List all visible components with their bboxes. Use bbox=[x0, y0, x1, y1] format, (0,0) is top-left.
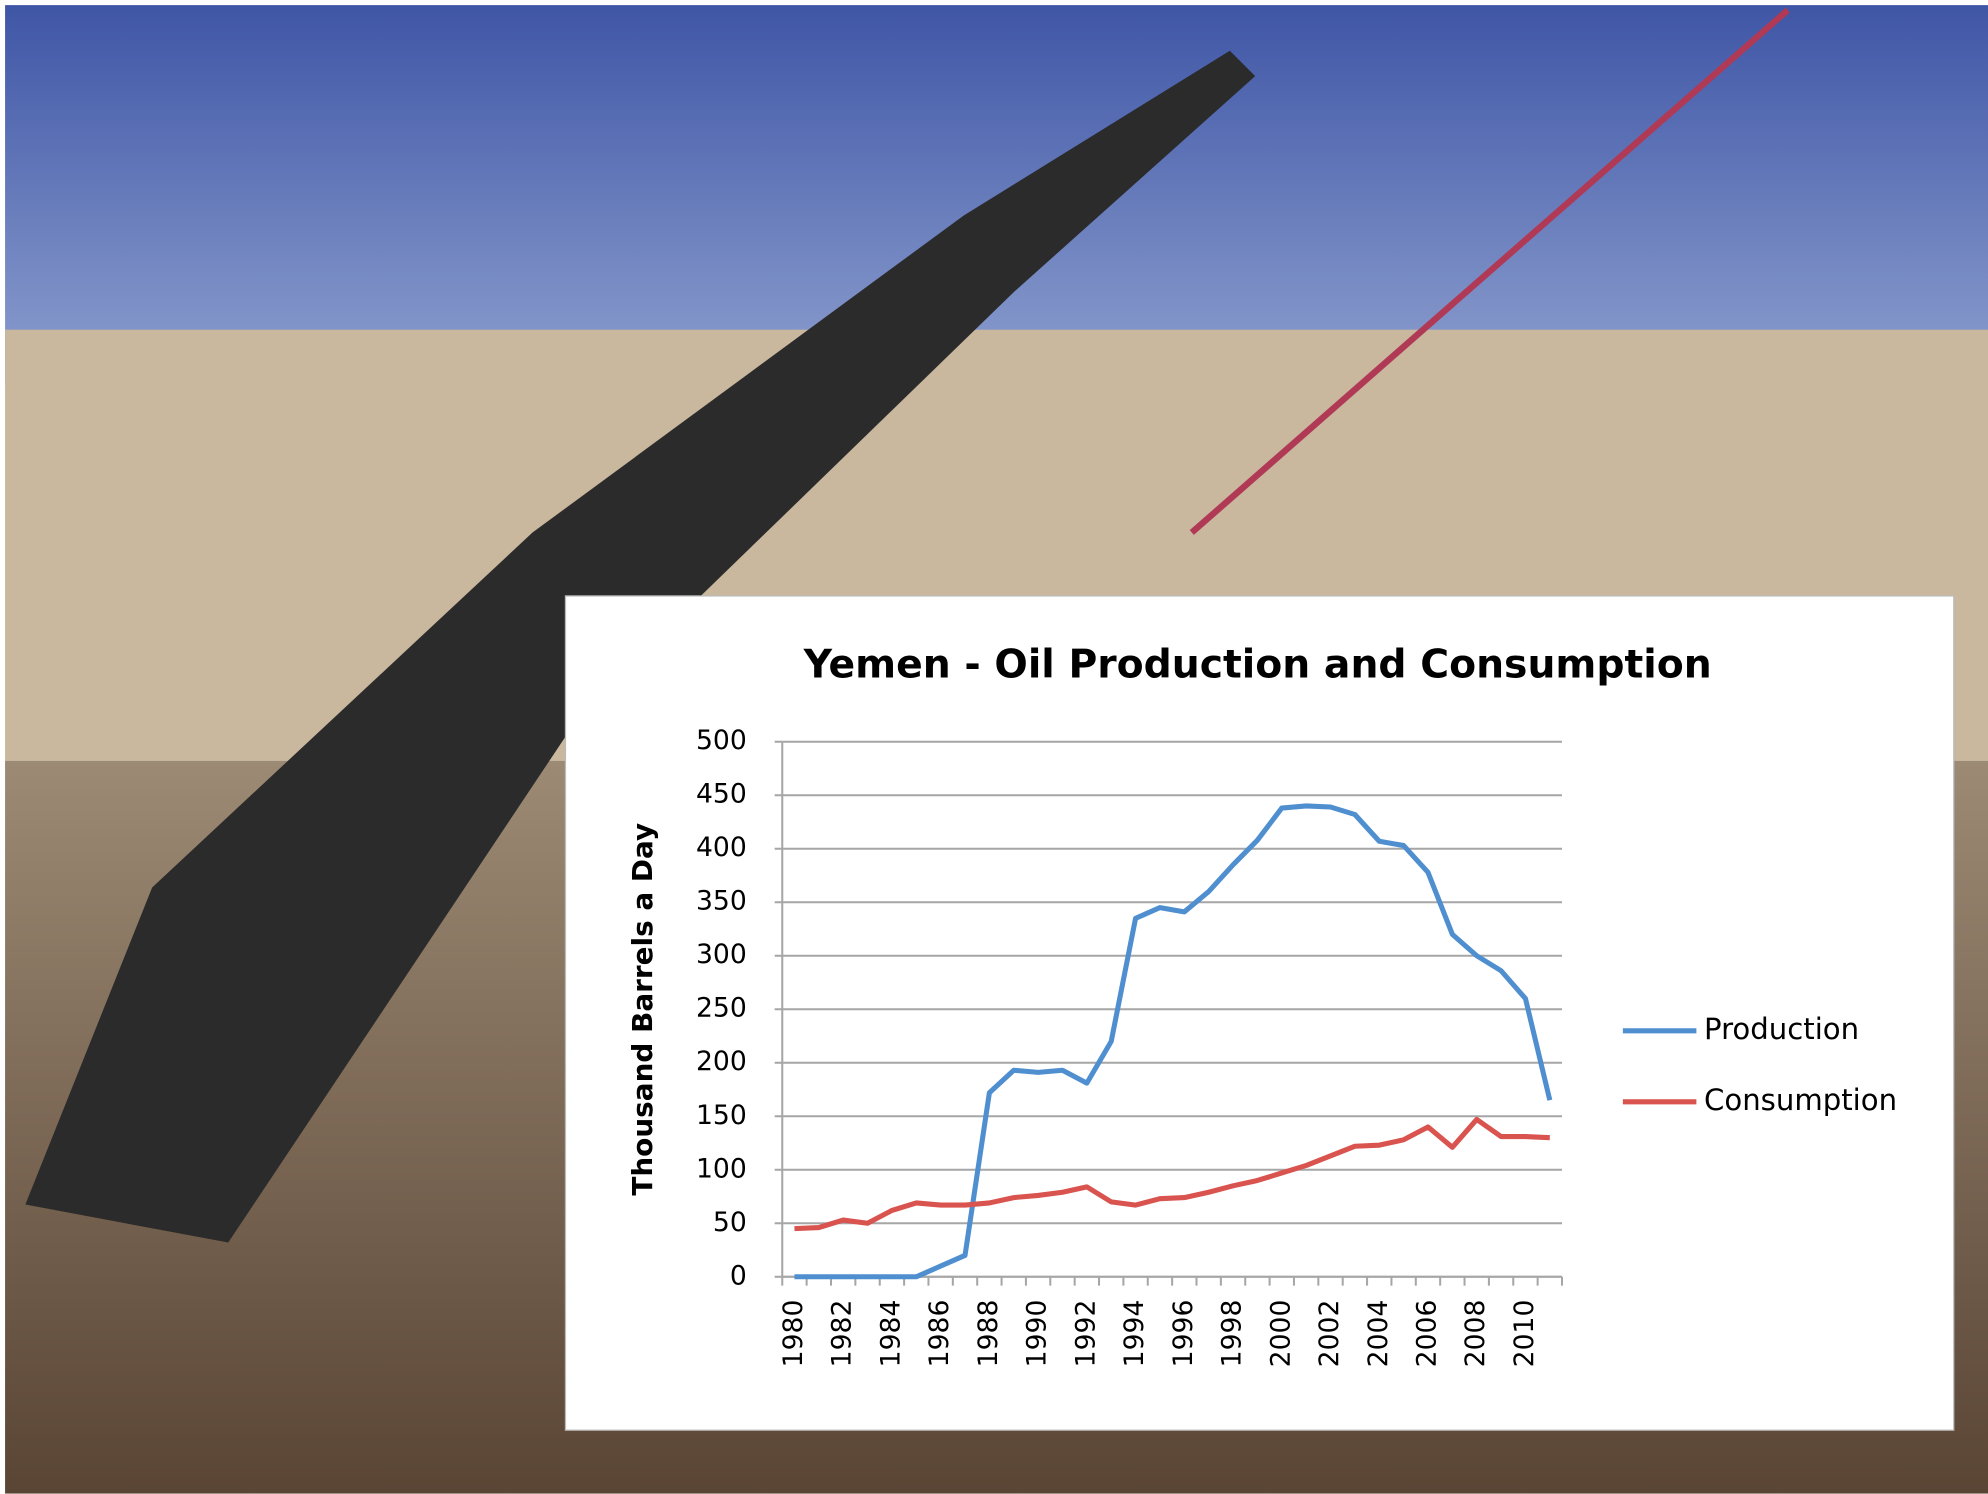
y-tick-label: 400 bbox=[696, 832, 747, 863]
y-tick-label: 100 bbox=[696, 1153, 747, 1184]
x-tick-label: 1980 bbox=[778, 1300, 809, 1368]
x-tick-label: 1994 bbox=[1119, 1300, 1150, 1368]
x-tick-label: 1984 bbox=[875, 1300, 906, 1368]
y-axis-label: Thousand Barrels a Day bbox=[626, 823, 659, 1196]
y-tick-label: 350 bbox=[696, 886, 747, 917]
x-tick-label: 2010 bbox=[1509, 1300, 1540, 1368]
x-tick-label: 1990 bbox=[1022, 1300, 1053, 1368]
x-tick-label: 1992 bbox=[1070, 1300, 1101, 1368]
x-tick-label: 2004 bbox=[1363, 1300, 1394, 1368]
x-tick-label: 2008 bbox=[1460, 1300, 1491, 1368]
x-tick-label: 2002 bbox=[1314, 1300, 1345, 1368]
screenshot: Yemen - Oil Production and Consumption T… bbox=[0, 0, 1988, 1494]
legend-label: Production bbox=[1704, 1012, 1859, 1046]
x-tick-label: 1998 bbox=[1217, 1300, 1248, 1368]
y-tick-label: 50 bbox=[713, 1207, 747, 1238]
x-tick-label: 1988 bbox=[973, 1300, 1004, 1368]
x-tick-label: 2000 bbox=[1265, 1300, 1296, 1368]
legend-label: Consumption bbox=[1704, 1083, 1897, 1117]
y-tick-label: 250 bbox=[696, 993, 747, 1024]
x-tick-label: 2006 bbox=[1411, 1300, 1442, 1368]
chart-title: Yemen - Oil Production and Consumption bbox=[803, 642, 1712, 687]
x-tick-label: 1996 bbox=[1168, 1300, 1199, 1368]
y-tick-label: 450 bbox=[696, 779, 747, 810]
page: {"chart_data": {"type": "line", "title":… bbox=[0, 0, 1988, 1494]
y-tick-label: 500 bbox=[696, 725, 747, 756]
x-tick-label: 1986 bbox=[924, 1300, 955, 1368]
x-tick-label: 1982 bbox=[827, 1300, 858, 1368]
y-tick-label: 150 bbox=[696, 1100, 747, 1131]
y-tick-label: 0 bbox=[730, 1260, 747, 1291]
y-tick-label: 200 bbox=[696, 1046, 747, 1077]
y-tick-label: 300 bbox=[696, 939, 747, 970]
